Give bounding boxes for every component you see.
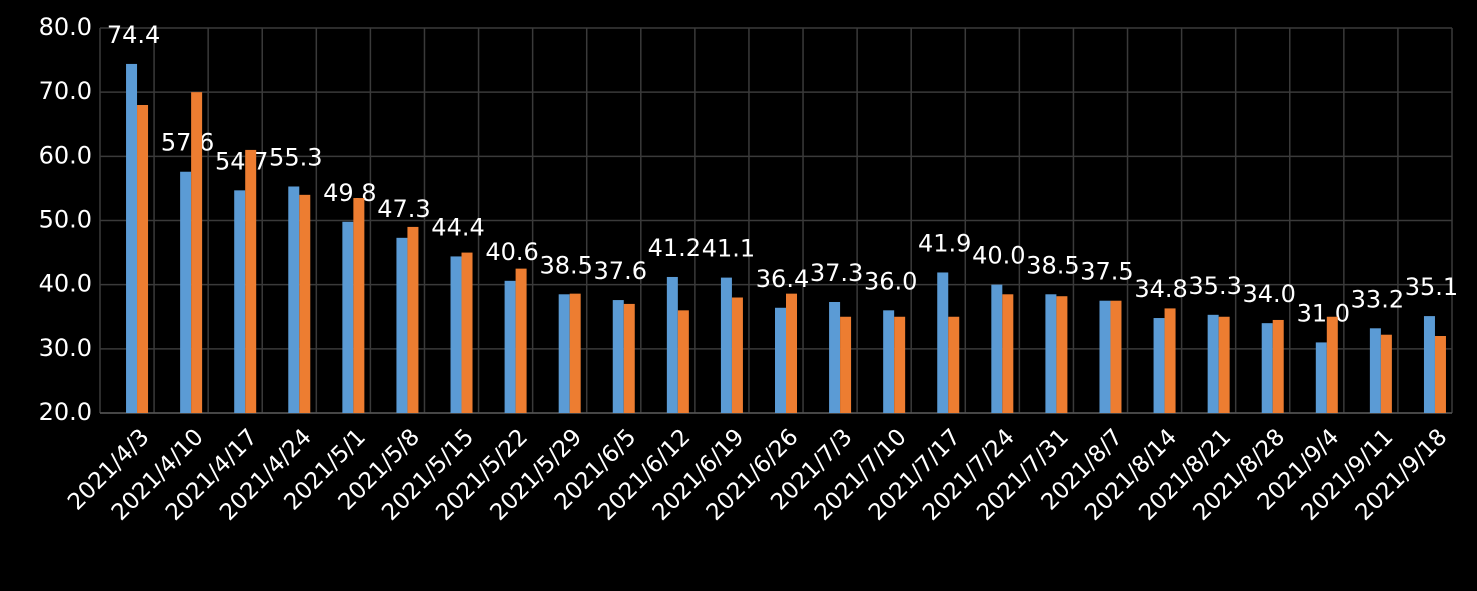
bar (396, 237, 408, 413)
y-tick-label: 30.0 (39, 334, 92, 362)
data-label: 38.5 (539, 251, 592, 279)
data-label: 74.4 (107, 21, 160, 49)
bar (1272, 319, 1284, 413)
data-label: 47.3 (377, 195, 430, 223)
bar (299, 194, 311, 413)
data-label: 37.6 (594, 257, 647, 285)
data-label: 31.0 (1297, 299, 1350, 327)
bar (1315, 342, 1327, 413)
bar (461, 252, 473, 413)
bar (569, 293, 581, 413)
bar (1045, 294, 1057, 413)
bar (1002, 294, 1014, 413)
data-label: 44.4 (431, 213, 484, 241)
bar (883, 310, 895, 413)
data-label: 33.2 (1351, 285, 1404, 313)
bar (1326, 316, 1338, 413)
bar (342, 221, 354, 413)
y-tick-label: 60.0 (39, 141, 92, 169)
bar (1056, 296, 1068, 413)
bar (245, 149, 257, 413)
y-tick-label: 20.0 (39, 398, 92, 426)
bar (1369, 328, 1381, 413)
bar (1434, 336, 1446, 413)
bar (677, 310, 689, 413)
bar (180, 171, 192, 413)
bar (991, 284, 1003, 413)
data-label: 41.2 (648, 234, 701, 262)
bar (504, 280, 516, 413)
bar (623, 303, 635, 413)
data-label: 41.1 (702, 235, 755, 263)
y-tick-label: 50.0 (39, 206, 92, 234)
bar (1110, 300, 1122, 413)
data-label: 37.5 (1080, 258, 1133, 286)
bar (234, 190, 246, 413)
data-label: 38.5 (1026, 251, 1079, 279)
bar (948, 316, 960, 413)
data-label: 37.3 (810, 259, 863, 287)
data-label: 57.6 (161, 129, 214, 157)
bar (894, 316, 906, 413)
bar (775, 307, 786, 413)
bar (840, 316, 852, 413)
bar (1099, 300, 1111, 413)
data-label: 40.0 (972, 242, 1025, 270)
bar (450, 256, 462, 413)
bar (1153, 318, 1165, 413)
data-label: 36.4 (756, 265, 809, 293)
bar (1207, 314, 1219, 413)
data-label: 49.8 (323, 179, 376, 207)
data-label: 54.7 (215, 147, 268, 175)
bar (937, 272, 949, 413)
data-label: 40.6 (485, 238, 538, 266)
bar (1218, 316, 1230, 413)
data-label: 55.3 (269, 143, 322, 171)
y-tick-label: 40.0 (39, 270, 92, 298)
bar (515, 268, 527, 413)
bar (558, 294, 570, 413)
bar (612, 300, 624, 413)
y-tick-label: 80.0 (39, 13, 92, 41)
y-tick-label: 70.0 (39, 77, 92, 105)
bar (407, 226, 419, 413)
data-label: 34.8 (1134, 275, 1187, 303)
bar (353, 198, 365, 413)
bar (720, 277, 732, 413)
bar (126, 63, 138, 413)
bar (191, 92, 203, 414)
data-label: 36.0 (864, 267, 917, 295)
data-label: 35.1 (1405, 273, 1458, 301)
bar (786, 293, 797, 413)
bar (1380, 334, 1392, 413)
bar (288, 186, 300, 413)
bar (829, 301, 841, 413)
bar (1423, 316, 1435, 413)
bar (1164, 308, 1176, 413)
data-label: 34.0 (1243, 280, 1296, 308)
bar (137, 105, 149, 413)
bar (666, 276, 678, 413)
data-label: 35.3 (1188, 272, 1241, 300)
data-label: 41.9 (918, 229, 971, 257)
bar (1261, 323, 1273, 413)
bar (731, 297, 743, 413)
